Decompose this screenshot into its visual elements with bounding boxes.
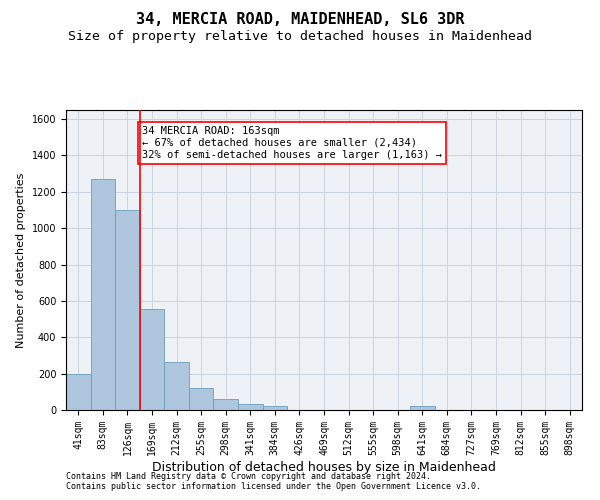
Text: Size of property relative to detached houses in Maidenhead: Size of property relative to detached ho… [68, 30, 532, 43]
Bar [214, 400, 238, 410]
Bar [263, 406, 287, 410]
Text: Contains public sector information licensed under the Open Government Licence v3: Contains public sector information licen… [66, 482, 481, 491]
Bar [91, 179, 115, 410]
Y-axis label: Number of detached properties: Number of detached properties [16, 172, 26, 348]
Bar [189, 388, 214, 410]
Bar [410, 406, 434, 410]
Bar [140, 309, 164, 410]
Bar [238, 404, 263, 410]
Text: 34, MERCIA ROAD, MAIDENHEAD, SL6 3DR: 34, MERCIA ROAD, MAIDENHEAD, SL6 3DR [136, 12, 464, 28]
Bar [164, 362, 189, 410]
Bar [66, 374, 91, 410]
Text: 34 MERCIA ROAD: 163sqm
← 67% of detached houses are smaller (2,434)
32% of semi-: 34 MERCIA ROAD: 163sqm ← 67% of detached… [142, 126, 442, 160]
Bar [115, 210, 140, 410]
X-axis label: Distribution of detached houses by size in Maidenhead: Distribution of detached houses by size … [152, 460, 496, 473]
Text: Contains HM Land Registry data © Crown copyright and database right 2024.: Contains HM Land Registry data © Crown c… [66, 472, 431, 481]
